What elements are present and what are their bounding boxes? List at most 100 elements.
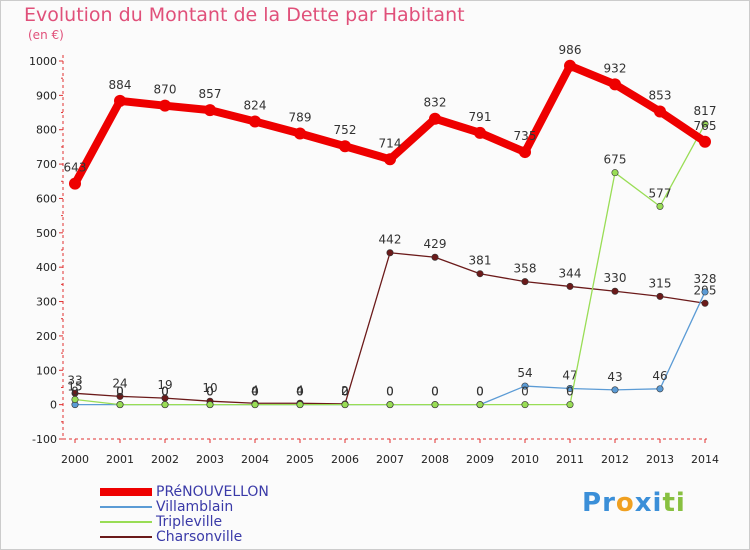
data-point	[431, 401, 439, 409]
data-point	[384, 153, 396, 166]
data-point	[701, 120, 709, 128]
y-tick-label: 900	[36, 89, 57, 102]
data-label: 381	[469, 254, 492, 268]
data-label: 853	[649, 89, 672, 103]
logo-letter: o	[615, 488, 635, 518]
data-label: 0	[296, 385, 304, 399]
y-tick-label: 700	[36, 158, 57, 171]
data-label: 43	[607, 370, 622, 384]
data-label: 0	[206, 385, 214, 399]
data-point	[161, 401, 169, 409]
data-label: 19	[157, 378, 172, 392]
data-label: 4	[296, 383, 304, 397]
data-label: 0	[566, 385, 574, 399]
data-label: 0	[206, 385, 214, 399]
legend-label: Charsonville	[156, 529, 243, 545]
data-point	[701, 299, 709, 307]
y-tick-label: 300	[36, 296, 57, 309]
data-label: 857	[199, 87, 222, 101]
data-label: 765	[694, 119, 717, 133]
legend-swatch	[100, 536, 152, 538]
y-tick-label: 200	[36, 330, 57, 343]
data-point	[656, 202, 664, 210]
data-label: 986	[559, 43, 582, 57]
x-tick-label: 2011	[556, 453, 584, 466]
data-point	[656, 292, 664, 300]
y-tick-label: 800	[36, 124, 57, 137]
x-tick-label: 2007	[376, 453, 404, 466]
data-label: 24	[112, 376, 127, 390]
data-label: 0	[296, 385, 304, 399]
data-label: 832	[424, 96, 447, 110]
data-label: 0	[386, 385, 394, 399]
data-label: 0	[341, 385, 349, 399]
data-label: 47	[562, 368, 577, 382]
data-point	[386, 401, 394, 409]
data-label: 675	[604, 153, 627, 167]
data-point	[564, 59, 576, 72]
data-point	[611, 169, 619, 177]
data-label: 884	[109, 78, 132, 92]
y-tick-label: 100	[36, 364, 57, 377]
chart-unit: (en €)	[28, 28, 64, 42]
y-tick-label: -100	[32, 433, 57, 446]
data-point	[611, 386, 619, 394]
y-tick-label: 600	[36, 192, 57, 205]
data-point	[656, 385, 664, 393]
data-label: 344	[559, 266, 582, 280]
data-point	[114, 94, 126, 107]
data-point	[429, 112, 441, 125]
data-point	[699, 135, 711, 148]
data-label: 0	[71, 385, 79, 399]
data-label: 0	[476, 385, 484, 399]
y-tick-label: 500	[36, 227, 57, 240]
data-label: 643	[64, 161, 87, 175]
data-label: 714	[379, 136, 402, 150]
data-point	[386, 249, 394, 257]
x-tick-label: 2004	[241, 453, 269, 466]
legend-label: Tripleville	[156, 514, 223, 530]
data-label: 54	[517, 366, 532, 380]
data-label: 2	[341, 384, 349, 398]
data-label: 824	[244, 98, 267, 112]
data-label: 0	[161, 385, 169, 399]
data-point	[116, 392, 124, 400]
legend-swatch	[100, 521, 152, 523]
data-label: 0	[476, 385, 484, 399]
data-point	[521, 278, 529, 286]
logo-letter: x	[634, 488, 653, 518]
data-label: 15	[67, 379, 82, 393]
data-label: 0	[521, 385, 529, 399]
data-label: 4	[251, 383, 259, 397]
x-tick-label: 2008	[421, 453, 449, 466]
data-label: 358	[514, 262, 537, 276]
data-label: 817	[694, 104, 717, 118]
data-label: 33	[67, 373, 82, 387]
data-point	[474, 126, 486, 139]
data-label: 0	[251, 385, 259, 399]
y-tick-label: 1000	[29, 55, 57, 68]
legend-swatch	[100, 488, 152, 496]
data-point	[249, 115, 261, 128]
data-point	[431, 253, 439, 261]
data-label: 735	[514, 129, 537, 143]
data-point	[521, 401, 529, 409]
legend-swatch	[100, 506, 152, 508]
data-label: 0	[341, 385, 349, 399]
chart-title: Evolution du Montant de la Dette par Hab…	[24, 4, 465, 26]
x-tick-label: 2012	[601, 453, 629, 466]
data-label: 10	[202, 381, 217, 395]
data-point	[476, 270, 484, 278]
data-point	[566, 401, 574, 409]
data-label: 0	[251, 385, 259, 399]
data-point	[519, 146, 531, 159]
legend-label: PRéNOUVELLON	[156, 484, 269, 500]
data-label: 0	[431, 385, 439, 399]
data-label: 46	[652, 369, 667, 383]
x-tick-label: 2003	[196, 453, 224, 466]
data-point	[609, 78, 621, 91]
data-label: 328	[694, 272, 717, 286]
data-point	[116, 401, 124, 409]
x-tick-label: 2006	[331, 453, 359, 466]
x-tick-label: 2010	[511, 453, 539, 466]
